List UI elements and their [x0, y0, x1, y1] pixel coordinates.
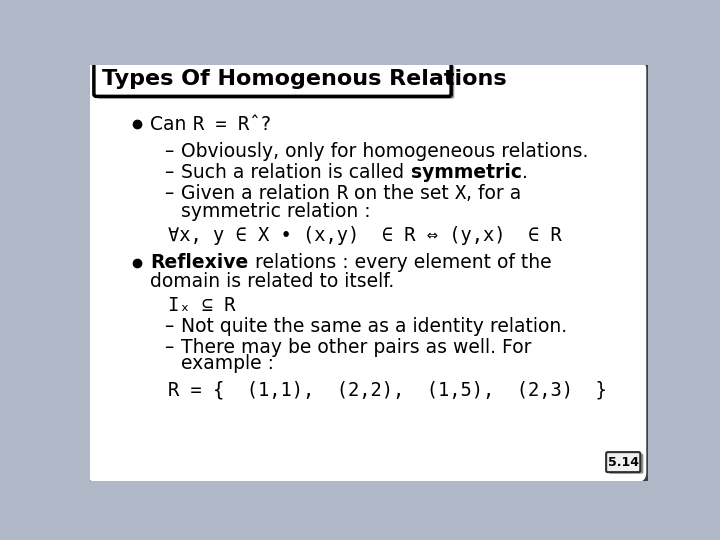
Text: symmetric: symmetric	[410, 163, 521, 182]
Text: R = Rˆ: R = Rˆ	[193, 114, 261, 133]
Text: ∀x, y ∈ X • (x,y)  ∈ R ⇔ (y,x)  ∈ R: ∀x, y ∈ X • (x,y) ∈ R ⇔ (y,x) ∈ R	[168, 226, 562, 245]
Text: ?: ?	[261, 114, 270, 133]
Text: relations : every element of the: relations : every element of the	[248, 253, 552, 272]
Text: –: –	[164, 184, 174, 203]
Text: on the set: on the set	[348, 184, 454, 203]
Text: –: –	[164, 317, 174, 336]
Text: 5.14: 5.14	[608, 456, 639, 469]
Text: R: R	[336, 184, 348, 203]
Text: There may be other pairs as well. For: There may be other pairs as well. For	[181, 338, 532, 357]
Text: Not quite the same as a identity relation.: Not quite the same as a identity relatio…	[181, 317, 567, 336]
Text: –: –	[164, 338, 174, 357]
FancyBboxPatch shape	[94, 63, 451, 96]
Text: domain is related to itself.: domain is related to itself.	[150, 273, 395, 292]
FancyBboxPatch shape	[97, 65, 454, 99]
FancyBboxPatch shape	[606, 452, 640, 472]
Text: –: –	[164, 163, 174, 182]
Text: Reflexive: Reflexive	[150, 253, 248, 272]
Text: Obviously, only for homogeneous relations.: Obviously, only for homogeneous relation…	[181, 143, 589, 161]
Text: Iₓ ⊆ R: Iₓ ⊆ R	[168, 295, 235, 314]
Text: Given a relation: Given a relation	[181, 184, 336, 203]
Text: X: X	[454, 184, 466, 203]
Text: Such a relation is called: Such a relation is called	[181, 163, 410, 182]
FancyBboxPatch shape	[609, 454, 644, 474]
Text: , for a: , for a	[466, 184, 521, 203]
Text: symmetric relation :: symmetric relation :	[181, 201, 371, 221]
Text: Types Of Homogenous Relations: Types Of Homogenous Relations	[102, 70, 507, 90]
Text: R = {  (1,1),  (2,2),  (1,5),  (2,3)  }: R = { (1,1), (2,2), (1,5), (2,3) }	[168, 380, 606, 399]
Text: Can: Can	[150, 114, 193, 133]
Text: example :: example :	[181, 354, 274, 373]
FancyBboxPatch shape	[91, 63, 654, 488]
Text: .: .	[521, 163, 528, 182]
FancyBboxPatch shape	[86, 59, 648, 484]
Text: –: –	[164, 143, 174, 161]
